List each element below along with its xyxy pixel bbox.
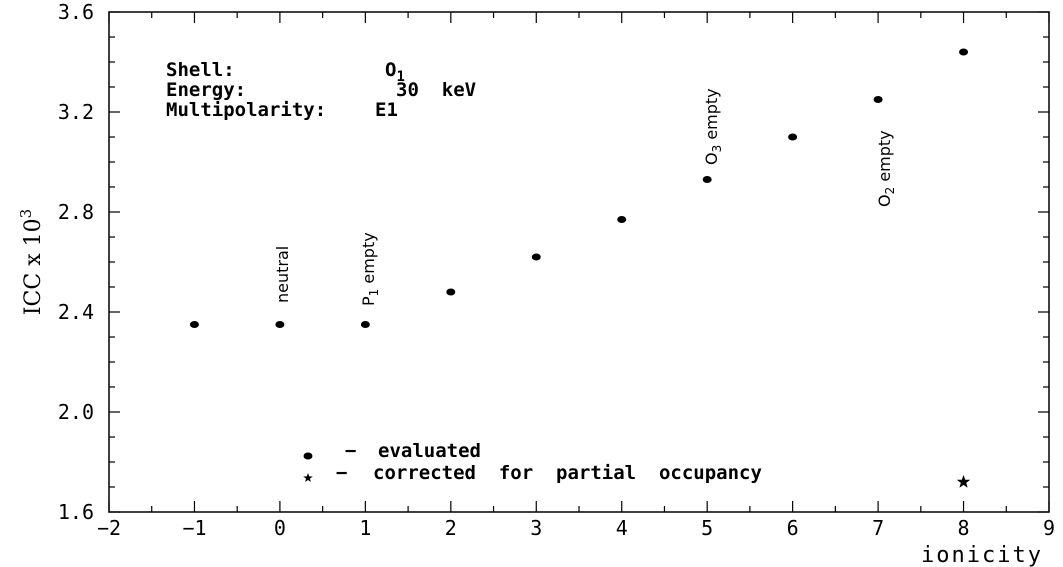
- data-point: [189, 321, 199, 328]
- info-energy-label: Energy:: [166, 79, 246, 101]
- info-shell-value-sub: 1: [396, 69, 404, 85]
- x-tick-label: −2: [97, 516, 121, 540]
- data-point: [873, 96, 883, 103]
- info-shell-label: Shell:: [166, 59, 235, 81]
- x-tick-label: 3: [530, 516, 542, 540]
- annotation-p1-rest: empty: [359, 232, 378, 288]
- data-point-star: [956, 475, 971, 488]
- x-tick-label: 4: [616, 516, 628, 540]
- data-point: [702, 176, 712, 183]
- x-tick-label: 6: [787, 516, 799, 540]
- annotation-neutral: neutral: [273, 246, 292, 303]
- legend-corrected-label: corrected for partial occupancy: [373, 462, 762, 484]
- y-tick-label: 3.6: [58, 0, 94, 24]
- annotation-o2-empty: O2 empty: [875, 130, 897, 207]
- legend-dash-evaluated: −: [345, 440, 356, 462]
- x-tick-label: 0: [274, 516, 286, 540]
- annotation-o3-rest: empty: [702, 88, 721, 144]
- data-points: [189, 48, 971, 488]
- x-tick-labels: −2 −1 0 1 2 3 4 5 6 7 8 9: [97, 516, 1055, 540]
- data-point: [446, 288, 456, 296]
- y-tick-label: 2.4: [58, 300, 94, 324]
- data-point: [531, 253, 541, 261]
- x-tick-label: 2: [445, 516, 457, 540]
- legend-marker-star: [303, 473, 313, 482]
- y-tick-labels: 1.6 2.0 2.4 2.8 3.2 3.6: [58, 0, 94, 524]
- annotation-o2-rest: empty: [875, 130, 894, 186]
- x-tick-label: 7: [872, 516, 884, 540]
- annotation-o3-sub: 3: [710, 145, 724, 153]
- info-shell-value-main: O: [385, 59, 396, 81]
- annotation-p1-empty: P1 empty: [359, 232, 381, 306]
- y-tick-label: 1.6: [58, 500, 94, 524]
- legend-evaluated-label: evaluated: [378, 440, 481, 462]
- x-tick-label: 9: [1043, 516, 1055, 540]
- x-tick-label: 5: [701, 516, 713, 540]
- x-tick-label: 8: [958, 516, 970, 540]
- data-point: [360, 321, 370, 328]
- y-tick-label: 2.0: [58, 400, 94, 424]
- info-energy-value: 30 keV: [396, 79, 476, 101]
- y-tick-label: 3.2: [58, 100, 94, 124]
- annotation-o2-sub: 2: [883, 187, 897, 195]
- info-multipolarity-value: E1: [375, 99, 398, 121]
- x-axis-title: ionicity: [921, 543, 1043, 567]
- y-axis-title-exponent: 3: [17, 209, 35, 219]
- x-tick-label: −1: [182, 516, 206, 540]
- plot-frame: [108, 11, 1050, 513]
- axis-ticks: [108, 11, 1050, 513]
- data-point: [275, 321, 285, 328]
- annotation-p1-main: P: [359, 296, 378, 306]
- legend: − evaluated − corrected for partial occu…: [303, 440, 762, 484]
- legend-marker-dot: [303, 452, 313, 460]
- y-axis-title-main: ICC x 10: [21, 218, 46, 315]
- data-point: [788, 133, 798, 141]
- data-point: [959, 48, 969, 56]
- y-axis-title: ICC x 103: [17, 209, 46, 315]
- annotation-o3-empty: O3 empty: [702, 88, 724, 165]
- info-multipolarity-label: Multipolarity:: [166, 99, 326, 121]
- x-tick-label: 1: [359, 516, 371, 540]
- legend-dash-corrected: −: [336, 462, 347, 484]
- annotation-o3-main: O: [702, 152, 721, 165]
- annotation-p1-sub: 1: [367, 289, 381, 297]
- info-box: Shell: O1 Energy: 30 keV Multipolarity: …: [166, 59, 476, 121]
- data-point: [617, 216, 627, 223]
- annotation-o2-main: O: [875, 194, 894, 207]
- info-shell-value: O1: [385, 59, 405, 85]
- y-tick-label: 2.8: [58, 200, 94, 224]
